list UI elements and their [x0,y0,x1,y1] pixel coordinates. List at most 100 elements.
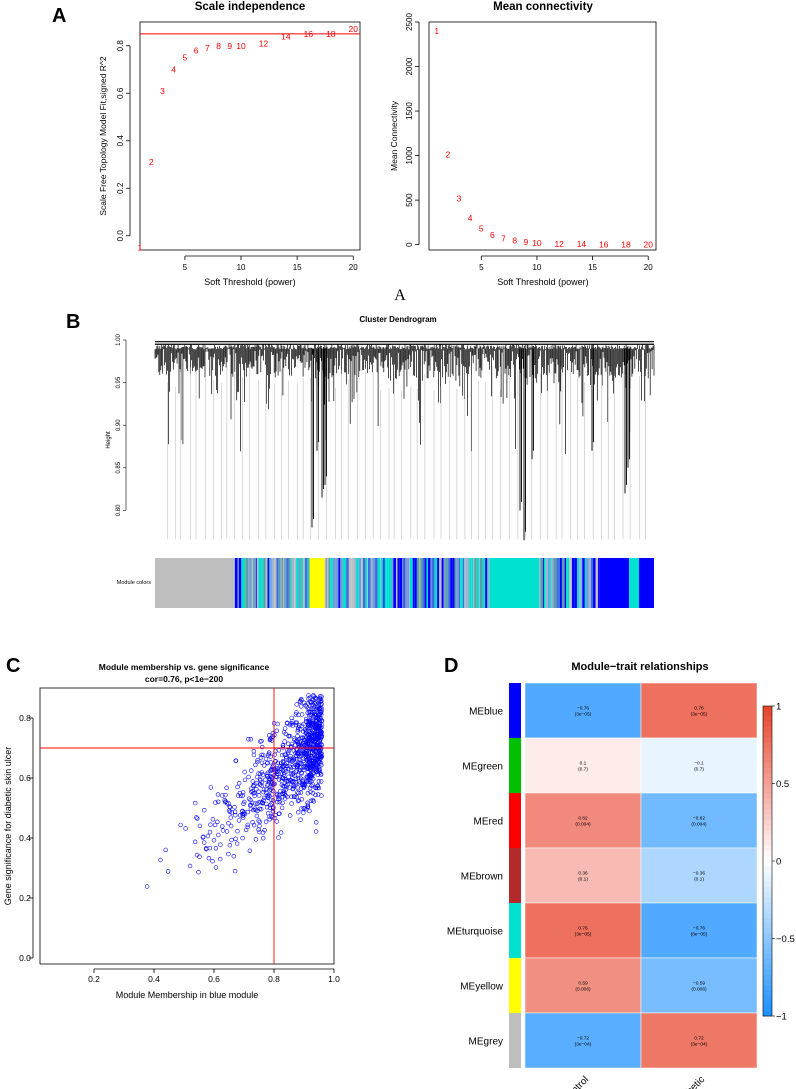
scale-independence-chart: Scale independence 0.00.20.40.60.8 5 10 15… [98,1,361,287]
c-gene-point [227,804,232,809]
legend-gradient-step [763,799,772,805]
c-gene-point [300,740,306,746]
c-gene-point [222,797,227,803]
c-gene-point [255,801,260,806]
c-gene-point [235,828,240,834]
heatmap-column-labels: control diabetic [562,1074,707,1089]
module-color-swatch [509,958,521,1013]
c-gene-point [222,799,228,805]
c-gene-point [242,799,247,805]
module-color-stripe [365,558,368,608]
a2-y-tick-label: 500 [405,193,414,207]
module-color-swatch [509,1013,521,1068]
c-gene-point [235,793,241,798]
c-gene-point [196,869,201,875]
c-gene-point [304,704,309,709]
c-gene-point [295,798,301,804]
c-gene-point [298,760,303,766]
module-color-stripe [356,558,359,608]
heatmap-cell [640,792,758,849]
c-gene-point [307,764,312,769]
c-gene-point [285,748,290,753]
b-y-tick-label: 0.95 [116,376,122,388]
c-gene-point [268,754,273,759]
module-color-stripe [284,558,286,608]
a1-x-tick-label: 5 [183,263,188,272]
legend-gradient-step [763,830,772,836]
heatmap-cell-pvalue: (0.7) [694,767,704,773]
c-gene-point [273,759,278,764]
module-color-stripe [577,558,580,608]
c-gene-point [280,805,285,811]
c-gene-point [306,738,311,744]
a2-y-tick-label: 2000 [405,57,414,75]
dendrogram-singleton-leaves [167,366,646,540]
legend-gradient-step [763,752,772,759]
a1-y-tick-label: 0.8 [116,40,125,52]
c-gene-point [260,772,266,777]
module-color-stripe [372,558,376,608]
c-gene-point [267,777,272,783]
legend-gradient-step [763,886,772,893]
module-color-stripe [301,558,303,608]
c-gene-point [270,809,276,814]
module-color-stripe [330,558,333,608]
module-color-stripe [241,558,245,608]
module-color-stripe [402,558,404,608]
module-color-stripe [424,558,427,608]
module-color-stripe [469,558,472,608]
c-gene-point [265,782,270,787]
c-gene-point [307,766,313,772]
c-x-tick-label: 0.4 [148,974,160,984]
c-gene-point [267,805,273,810]
module-color-stripe [404,558,407,608]
legend-gradient-step [763,948,772,955]
b-y-tick-label: 0.80 [116,504,122,516]
legend-gradient-step [763,804,772,810]
module-color-stripe [564,558,567,608]
c-gene-point [295,773,301,778]
module-color-stripe [245,558,249,608]
c-gene-point [295,751,300,756]
c-gene-point [250,820,255,825]
c-gene-point [257,793,262,798]
c-gene-point [240,809,245,814]
c-gene-point [258,739,263,744]
c-gene-point [144,884,150,889]
legend-gradient-step [763,835,772,841]
c-gene-point [312,713,317,718]
c-gene-point [240,793,246,798]
c-gene-point [260,800,265,805]
legend-gradient-step [763,855,772,862]
module-color-stripe [388,558,392,608]
c-gene-point [306,693,311,698]
c-gene-point [307,719,313,725]
module-color-segment [309,558,325,608]
legend-gradient-step [763,711,772,717]
c-gene-point [305,731,310,737]
heatmap-cell-correlation: 0.1 [580,761,587,767]
module-color-stripe [476,558,480,608]
c-gene-point [254,813,260,819]
c-gene-point [260,744,265,750]
legend-gradient-step [763,716,772,722]
module-color-stripe [471,558,474,608]
module-color-stripe [256,558,259,608]
module-color-stripe [485,558,488,608]
a1-point-label: 7 [205,43,210,53]
c-gene-point [281,729,287,735]
c-gene-point [224,829,230,834]
c-gene-point [289,779,295,784]
b-y-label: Height [106,431,112,449]
c-gene-point [299,712,305,717]
heatmap-cell-pvalue: (0.1) [694,877,704,883]
module-color-stripe [488,558,490,608]
module-color-stripe [487,558,489,608]
c-gene-point [254,780,259,786]
c-gene-point [307,699,313,704]
c-gene-point [308,733,313,738]
legend-gradient-step [763,892,772,898]
module-color-stripe [271,558,275,608]
dendrogram-top-merges [155,341,654,345]
